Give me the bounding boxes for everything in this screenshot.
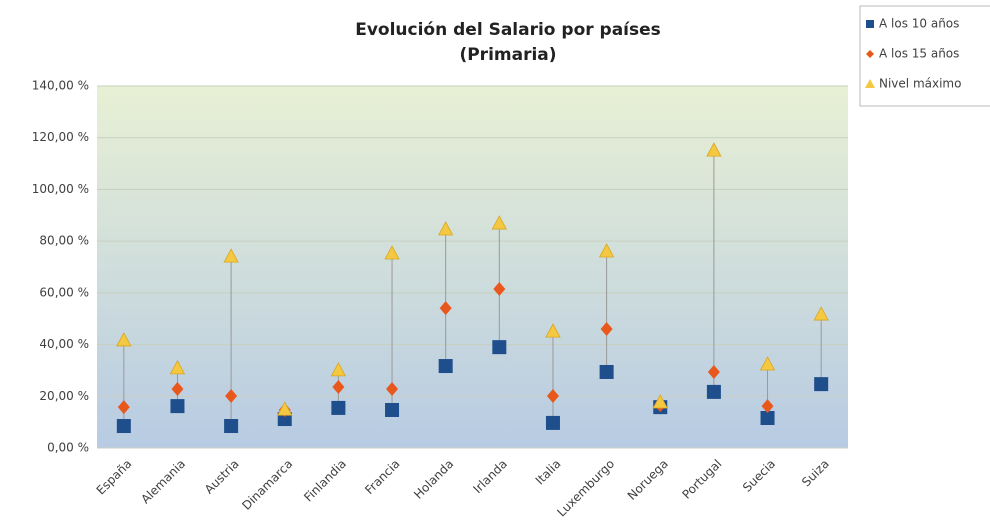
y-tick-label: 0,00 % xyxy=(47,441,89,455)
marker-square xyxy=(438,359,453,374)
marker-square xyxy=(599,364,614,379)
x-tick-label: Dinamarca xyxy=(239,457,295,513)
y-tick-label: 60,00 % xyxy=(39,285,89,299)
marker-triangle xyxy=(652,394,668,409)
marker-square xyxy=(492,340,507,355)
marker-diamond xyxy=(493,281,506,296)
x-tick-label: Luxemburgo xyxy=(554,457,617,520)
marker-square xyxy=(814,377,829,392)
marker-diamond xyxy=(171,382,184,397)
marker-triangle xyxy=(277,401,293,416)
marker-diamond xyxy=(707,364,720,379)
x-tick-label: Suecia xyxy=(740,457,778,495)
chart-subtitle: (Primaria) xyxy=(459,45,556,65)
y-tick-label: 120,00 % xyxy=(32,130,89,144)
marker-square xyxy=(706,384,721,399)
marker-triangle xyxy=(438,221,454,236)
marker-diamond xyxy=(439,301,452,316)
marker-diamond xyxy=(761,399,774,414)
marker-square xyxy=(224,419,239,434)
x-tick-label: Holanda xyxy=(411,457,456,502)
x-tick-label: Suiza xyxy=(799,457,832,490)
y-tick-label: 80,00 % xyxy=(39,234,89,248)
marker-diamond xyxy=(332,379,345,394)
y-tick-label: 20,00 % xyxy=(39,389,89,403)
legend-label: A los 10 años xyxy=(879,17,959,31)
marker-square xyxy=(385,402,400,417)
x-tick-label: Portugal xyxy=(679,457,724,502)
plot-area xyxy=(97,86,848,448)
marker-triangle xyxy=(759,356,776,371)
y-tick-label: 40,00 % xyxy=(39,337,89,351)
chart-title: Evolución del Salario por países xyxy=(355,20,661,40)
marker-diamond xyxy=(117,400,130,415)
marker-triangle xyxy=(169,359,186,375)
marker-square xyxy=(170,399,185,414)
marker-diamond xyxy=(225,389,238,404)
x-tick-label: Finlandia xyxy=(301,457,349,505)
legend-symbol xyxy=(865,79,875,88)
legend-label: Nivel máximo xyxy=(879,77,961,91)
marker-square xyxy=(331,400,346,415)
marker-triangle xyxy=(116,332,132,347)
marker-diamond xyxy=(600,322,613,337)
marker-square xyxy=(545,415,560,430)
legend-label: A los 15 años xyxy=(879,47,959,61)
x-tick-label: España xyxy=(94,457,135,498)
marker-triangle xyxy=(330,362,347,377)
x-tick-label: Noruega xyxy=(625,457,671,503)
marker-square xyxy=(760,411,775,426)
x-tick-label: Austria xyxy=(202,457,242,497)
y-tick-label: 140,00 % xyxy=(32,79,89,93)
marker-triangle xyxy=(545,323,561,338)
legend-symbol xyxy=(866,50,874,58)
legend-symbol xyxy=(866,20,874,28)
marker-triangle xyxy=(223,248,239,263)
marker-diamond xyxy=(386,382,399,397)
marker-triangle xyxy=(384,245,400,260)
x-tick-label: Italia xyxy=(533,457,564,488)
marker-triangle xyxy=(706,142,722,157)
x-tick-label: Alemania xyxy=(138,457,188,507)
marker-square xyxy=(116,419,131,434)
x-tick-label: Francia xyxy=(362,457,402,497)
marker-triangle xyxy=(813,306,829,321)
marker-diamond xyxy=(546,389,559,404)
marker-triangle xyxy=(491,215,507,230)
legend-box xyxy=(859,5,990,107)
x-tick-label: Irlanda xyxy=(470,457,509,496)
marker-triangle xyxy=(598,243,615,258)
y-tick-label: 100,00 % xyxy=(32,182,89,196)
